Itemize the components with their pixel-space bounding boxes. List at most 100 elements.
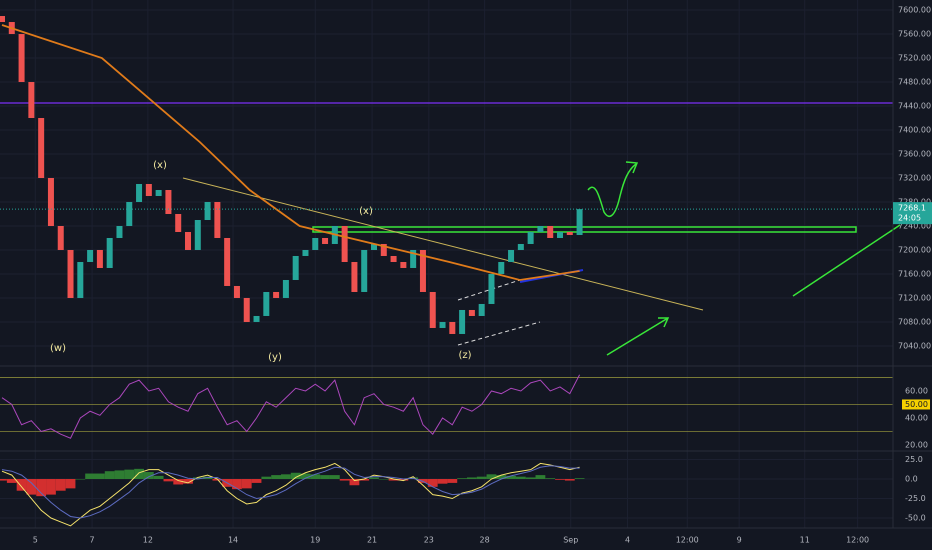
y-tick-label: 7040.00: [898, 341, 931, 350]
countdown: 24:05: [898, 214, 921, 223]
histogram-bar: [55, 479, 66, 491]
y-tick-label: 7320.00: [898, 174, 931, 183]
histogram-bar: [251, 479, 262, 483]
histogram-bar: [555, 479, 565, 480]
histogram-bar: [134, 468, 144, 480]
y-tick-label: 7440.00: [898, 102, 931, 111]
histogram-bar: [574, 478, 585, 480]
candle: [371, 243, 377, 250]
candle: [0, 16, 5, 23]
trendline: [182, 177, 704, 311]
histogram-bar: [16, 479, 27, 491]
histogram-bar: [369, 477, 379, 480]
histogram-bar: [280, 474, 291, 480]
candle: [351, 261, 358, 292]
rsi-tick-label: 40.00: [905, 413, 928, 422]
histogram-bar: [261, 476, 272, 480]
axes: 5 7 12 14 19 21 23 28 Sep 4 12:00 9 11 12:00 7600.00 75…: [33, 6, 932, 545]
histogram-bar: [447, 479, 458, 483]
candle: [449, 321, 456, 334]
y-tick-label: 7560.00: [898, 30, 931, 39]
y-tick-label: 7600.00: [898, 6, 931, 15]
histogram-bar: [124, 469, 135, 480]
candle: [28, 82, 35, 119]
wave-label: (x): [359, 206, 373, 217]
histogram-bar: [310, 474, 321, 480]
x-tick-label: 21: [367, 536, 377, 545]
histogram-bar: [6, 479, 17, 483]
histogram-bar: [271, 475, 282, 480]
curved-arrow: [587, 163, 637, 217]
candle: [390, 255, 397, 262]
wave-label: (z): [458, 350, 471, 361]
candle: [439, 321, 446, 328]
candle: [508, 249, 515, 262]
candle: [96, 249, 103, 268]
wave-label: (x): [153, 160, 167, 171]
candle: [322, 237, 329, 244]
last-price-box: [893, 202, 932, 225]
candle: [194, 219, 201, 250]
candle: [459, 309, 466, 334]
histogram-bar: [153, 475, 164, 480]
candle: [282, 279, 289, 298]
candle: [57, 225, 64, 250]
histogram-bar: [212, 479, 223, 481]
histogram-bar: [183, 479, 193, 484]
histogram-bar: [232, 479, 242, 490]
candle: [292, 255, 299, 280]
x-tick-label: 19: [310, 536, 320, 545]
y-tick-label: 7480.00: [898, 78, 931, 87]
histogram-bar: [26, 479, 37, 495]
y-tick-label: 7120.00: [898, 293, 931, 302]
x-tick-label: 11: [800, 536, 810, 545]
histogram-bar: [192, 477, 203, 480]
histogram-bar: [457, 478, 468, 480]
candle: [214, 201, 221, 238]
histogram-bar: [46, 479, 56, 495]
rsi-tick-label: 60.00: [905, 386, 928, 395]
x-tick-label: 5: [33, 536, 38, 545]
y-tick-label: 7200.00: [898, 245, 931, 254]
histogram-bar: [535, 475, 546, 480]
candle: [67, 249, 74, 298]
histogram-bar: [104, 471, 115, 480]
histogram-bar: [94, 473, 105, 480]
candle: [488, 273, 495, 304]
histogram-bar: [437, 479, 448, 484]
histogram-bar: [0, 479, 7, 481]
x-tick-label: 4: [625, 536, 630, 545]
channel-line: [457, 279, 521, 301]
histogram-bar: [545, 478, 556, 480]
histogram-bar: [339, 479, 350, 481]
candle: [302, 249, 309, 256]
histogram-bar: [506, 475, 516, 480]
arrow-head: [625, 161, 639, 174]
histogram-bar: [75, 479, 86, 480]
macd-tick-label: -25.0: [905, 494, 926, 503]
histogram-bar: [143, 471, 154, 480]
histogram-bar: [65, 479, 76, 489]
candle: [145, 183, 152, 196]
candle: [341, 225, 348, 262]
candle: [478, 303, 485, 316]
candle: [18, 34, 25, 83]
x-tick-label: 28: [480, 536, 490, 545]
wave-label: (y): [268, 352, 282, 363]
histogram-bar: [290, 472, 301, 480]
histogram-bar: [378, 479, 389, 480]
candle: [361, 249, 368, 292]
histogram-bar: [564, 479, 575, 481]
candle: [77, 261, 84, 298]
histogram-bar: [300, 473, 311, 480]
histogram-bar: [515, 476, 526, 480]
x-tick-label: 9: [737, 536, 742, 545]
candle: [557, 231, 563, 238]
y-tick-label: 7160.00: [898, 269, 931, 278]
candle: [517, 243, 524, 250]
candle: [380, 243, 387, 256]
x-tick-label: Sep: [563, 536, 578, 545]
macd-line: [1, 462, 580, 527]
